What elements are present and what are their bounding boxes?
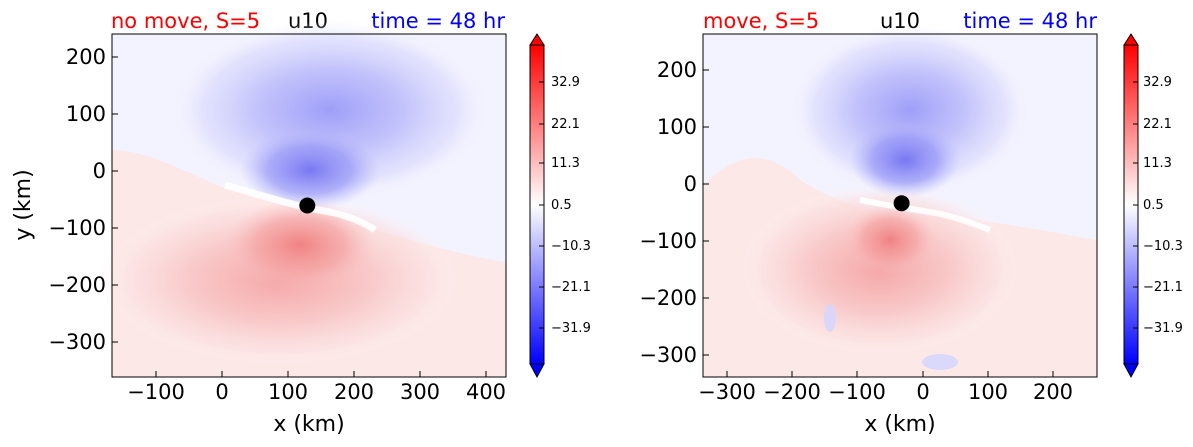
panel1-colorbar-tick: 11.3 bbox=[551, 156, 580, 171]
panel1-xlabel: x (km) bbox=[273, 412, 344, 437]
panel2-xtick-label: 0 bbox=[916, 380, 929, 404]
panel-no-move: no move, S=5 u10 time = 48 hr bbox=[11, 9, 591, 437]
panel1-ytick-label: 0 bbox=[93, 159, 106, 183]
panel1-xtick-label: 100 bbox=[268, 380, 308, 404]
panel2-xtick-label: −300 bbox=[698, 380, 756, 404]
panel1-ticks bbox=[112, 56, 487, 377]
panel2-ytick-label: −300 bbox=[639, 343, 697, 367]
panel2-plot-frame bbox=[702, 33, 1098, 378]
panel2-colorbar-tick: −31.9 bbox=[1143, 321, 1183, 336]
panel1-colorbar-tick: −10.3 bbox=[551, 239, 591, 254]
panel2-ytick-label: −200 bbox=[639, 286, 697, 310]
panel2-colorbar-tick: 22.1 bbox=[1143, 117, 1172, 132]
panel1-xtick-label: −100 bbox=[127, 380, 185, 404]
panel2-title-right: time = 48 hr bbox=[963, 9, 1097, 33]
panel1-xtick-labels: −100 0 100 200 300 400 bbox=[127, 380, 506, 404]
panel2-ytick-labels: 200 100 0 −100 −200 −300 bbox=[639, 58, 697, 367]
panel1-colorbar: 32.9 22.1 11.3 0.5 −10.3 −21.1 −31.9 bbox=[529, 33, 591, 379]
panel2-colorbar-tick: 11.3 bbox=[1143, 156, 1172, 171]
panel2-colorbar-tick: −21.1 bbox=[1143, 280, 1183, 295]
panel2-xlabel: x (km) bbox=[864, 412, 935, 437]
panel2-colorbar-tick: 32.9 bbox=[1143, 75, 1172, 90]
panel2-ytick-label: 100 bbox=[657, 115, 697, 139]
panel2-title-left: move, S=5 bbox=[703, 9, 819, 33]
panel1-colorbar-tick: −21.1 bbox=[551, 280, 591, 295]
panel2-xtick-labels: −300 −200 −100 0 100 200 bbox=[698, 380, 1073, 404]
panel-move: move, S=5 u10 time = 48 hr bbox=[639, 9, 1183, 437]
panel2-xtick-label: −200 bbox=[763, 380, 821, 404]
panel2-colorbar: 32.9 22.1 11.3 0.5 −10.3 −21.1 −31.9 bbox=[1123, 33, 1183, 379]
panel1-ytick-label: −300 bbox=[48, 330, 106, 354]
panel2-colorbar-tick: 0.5 bbox=[1143, 198, 1164, 213]
panel1-title-left: no move, S=5 bbox=[111, 9, 260, 33]
panel1-ytick-label: 100 bbox=[66, 102, 106, 126]
panel2-xtick-label: −100 bbox=[828, 380, 886, 404]
panel1-xtick-label: 300 bbox=[400, 380, 440, 404]
panel2-field bbox=[703, 25, 1097, 377]
panel1-colorbar-tick: −31.9 bbox=[551, 321, 591, 336]
panel1-ytick-label: −200 bbox=[48, 273, 106, 297]
panel1-plot-frame bbox=[111, 33, 507, 378]
panel1-ytick-label: 200 bbox=[66, 45, 106, 69]
panel1-ytick-labels: 200 100 0 −100 −200 −300 bbox=[48, 45, 106, 354]
panel2-colorbar-tick: −10.3 bbox=[1143, 239, 1183, 254]
panel2-xtick-label: 200 bbox=[1033, 380, 1073, 404]
panel1-ylabel: y (km) bbox=[11, 169, 36, 240]
panel1-colorbar-tick: 0.5 bbox=[551, 198, 572, 213]
panel1-field bbox=[100, 20, 506, 377]
panel1-xtick-label: 0 bbox=[215, 380, 228, 404]
panel2-ytick-label: −100 bbox=[639, 229, 697, 253]
panel2-ytick-label: 0 bbox=[684, 172, 697, 196]
panel1-xtick-label: 400 bbox=[466, 380, 506, 404]
panel1-ytick-label: −100 bbox=[48, 216, 106, 240]
panel2-ticks bbox=[703, 69, 1054, 377]
panel1-colorbar-tick: 32.9 bbox=[551, 75, 580, 90]
panel2-ytick-label: 200 bbox=[657, 58, 697, 82]
panel1-colorbar-tick: 22.1 bbox=[551, 117, 580, 132]
panel2-xtick-label: 100 bbox=[968, 380, 1008, 404]
panel1-storm-center bbox=[299, 197, 316, 214]
panel1-xtick-label: 200 bbox=[334, 380, 374, 404]
panel2-storm-center bbox=[893, 195, 910, 212]
